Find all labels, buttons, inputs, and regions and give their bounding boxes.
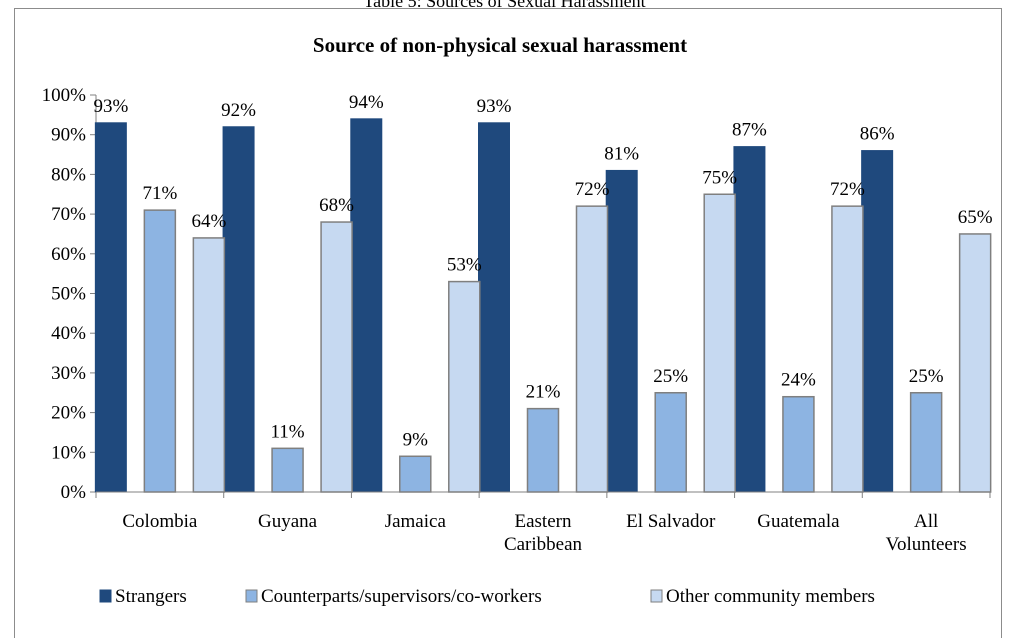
bars: 93% 92% 94% 93% 81% 87% 86% 71% 11% 9% 21% 25% 24% 25… <box>93 92 993 493</box>
legend: Strangers Counterparts/supervisors/co-wor… <box>99 586 875 607</box>
x-tick-label: El Salvador <box>626 511 716 532</box>
x-tick-label: Jamaica <box>385 511 447 532</box>
data-label: 94% <box>349 92 384 113</box>
data-label: 9% <box>403 429 429 450</box>
y-tick-label: 90% <box>51 125 86 146</box>
data-label: 53% <box>447 255 482 276</box>
data-label: 81% <box>604 143 639 164</box>
legend-swatch <box>650 589 663 603</box>
legend-label: Counterparts/supervisors/co-workers <box>261 586 542 607</box>
legend-label: Strangers <box>115 586 187 607</box>
bar <box>143 209 177 493</box>
y-tick-label: 80% <box>51 164 86 185</box>
data-label: 72% <box>575 179 610 200</box>
x-tick-label: Colombia <box>122 511 198 532</box>
data-label: 11% <box>271 421 305 442</box>
data-label: 93% <box>477 96 512 117</box>
bar <box>320 221 353 493</box>
data-label: 25% <box>653 366 688 387</box>
bar <box>958 233 992 493</box>
bar <box>94 122 127 493</box>
y-tick-label: 10% <box>51 442 86 463</box>
bar <box>703 193 736 493</box>
bar <box>733 146 766 493</box>
bar <box>222 126 255 493</box>
data-label: 21% <box>526 382 561 403</box>
y-tick-label: 30% <box>51 363 86 384</box>
bar <box>192 237 226 493</box>
chart-frame <box>14 8 1002 638</box>
data-label: 68% <box>319 195 354 216</box>
data-label: 65% <box>958 207 993 228</box>
table-caption: Table 5: Sources of Sexual Harassment <box>363 0 646 11</box>
legend-label: Other community members <box>666 586 875 607</box>
data-label: 75% <box>702 167 737 188</box>
y-tick-label: 50% <box>51 284 86 305</box>
y-tick-label: 100% <box>42 85 87 106</box>
x-tick-label: Guatemala <box>757 511 840 532</box>
bar <box>654 392 687 493</box>
x-tick-label: Eastern Caribbean <box>504 511 583 555</box>
bar <box>575 205 609 493</box>
data-label: 71% <box>142 183 177 204</box>
bar <box>478 122 510 493</box>
data-label: 92% <box>221 100 256 121</box>
y-tick-label: 70% <box>51 204 86 225</box>
bar <box>782 395 815 493</box>
y-tick-label: 0% <box>61 482 87 503</box>
y-tick-label: 40% <box>51 323 86 344</box>
data-label: 64% <box>191 211 226 232</box>
bar <box>861 150 894 493</box>
legend-swatch <box>245 589 258 603</box>
bar <box>350 118 383 493</box>
y-tick-label: 20% <box>51 403 86 424</box>
bar <box>448 280 481 493</box>
x-axis: Colombia Guyana Jamaica Eastern Caribbean El … <box>95 491 991 555</box>
data-label: 25% <box>909 366 944 387</box>
bar <box>271 447 304 493</box>
x-tick-label: All Volunteers <box>886 511 967 555</box>
y-tick-label: 60% <box>51 244 86 265</box>
data-label: 86% <box>860 124 895 145</box>
data-label: 72% <box>830 179 865 200</box>
chart-title: Source of non-physical sexual harassment <box>313 33 687 57</box>
data-label: 87% <box>732 120 767 141</box>
bar <box>399 455 432 493</box>
data-label: 93% <box>93 96 128 117</box>
bar <box>831 205 864 493</box>
bar <box>909 392 943 493</box>
data-label: 24% <box>781 370 816 391</box>
bar <box>526 407 560 493</box>
y-axis: 0% 10% 20% 30% 40% 50% 60% 70% 80% 90% 100% <box>42 85 97 503</box>
x-tick-label: Guyana <box>258 511 318 532</box>
legend-swatch <box>99 589 112 603</box>
bar <box>605 169 638 493</box>
